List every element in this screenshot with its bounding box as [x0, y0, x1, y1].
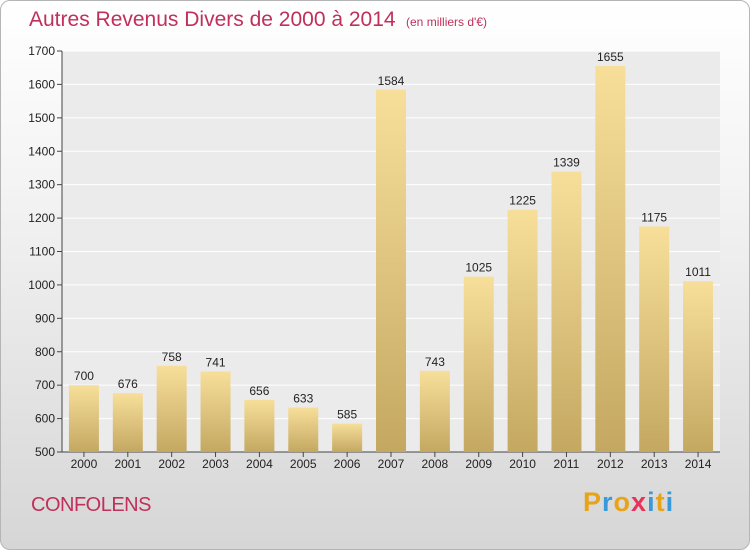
place-name: CONFOLENS	[31, 494, 151, 516]
bar-value-label: 676	[118, 377, 138, 391]
y-tick-label: 500	[35, 445, 55, 459]
logo-letter: r	[602, 487, 614, 517]
bar	[683, 281, 714, 452]
bar-value-label: 1339	[553, 156, 580, 170]
bar	[419, 370, 450, 452]
bar	[156, 365, 187, 452]
chart-title: Autres Revenus Divers de 2000 à 2014 (en…	[29, 8, 487, 32]
bar	[332, 423, 363, 452]
bar-value-label: 1584	[378, 74, 405, 88]
y-tick-label: 1700	[28, 44, 55, 58]
y-tick-label: 1500	[28, 111, 55, 125]
bar	[463, 276, 494, 452]
x-tick-label: 2000	[71, 457, 98, 471]
x-tick-label: 2004	[246, 457, 273, 471]
bar-value-label: 656	[249, 384, 269, 398]
y-tick-label: 1600	[28, 77, 55, 91]
bar	[200, 371, 231, 452]
logo-letter: P	[583, 487, 603, 517]
bar-value-label: 1655	[597, 50, 624, 64]
y-tick-label: 1300	[28, 178, 55, 192]
y-tick-label: 1200	[28, 211, 55, 225]
bar-value-label: 700	[74, 369, 94, 383]
bar	[639, 226, 670, 452]
x-tick-label: 2006	[334, 457, 361, 471]
bar-value-label: 741	[206, 355, 226, 369]
bar-value-label: 743	[425, 355, 445, 369]
bar	[551, 171, 582, 453]
logo-letter: i	[647, 487, 656, 517]
bar	[376, 89, 406, 452]
y-tick-label: 700	[35, 378, 55, 392]
bar	[68, 385, 99, 452]
bar	[112, 393, 143, 452]
chart-title-main: Autres Revenus Divers de 2000 à 2014	[29, 8, 396, 31]
x-tick-label: 2009	[465, 457, 492, 471]
y-tick-label: 1100	[29, 245, 55, 259]
proxiti-logo: Proxiti	[583, 487, 674, 518]
y-tick-label: 600	[35, 412, 55, 426]
bar	[244, 399, 275, 452]
bar-value-label: 1011	[685, 265, 711, 279]
y-tick-label: 900	[35, 311, 55, 325]
x-tick-label: 2003	[202, 457, 229, 471]
x-tick-label: 2013	[641, 457, 668, 471]
logo-letter: i	[665, 487, 675, 517]
x-tick-label: 2007	[378, 457, 405, 471]
x-tick-label: 2014	[685, 457, 712, 471]
x-tick-label: 2002	[158, 457, 185, 471]
bar	[288, 407, 319, 452]
logo-letter: t	[655, 487, 666, 517]
chart-title-unit: (en milliers d'€)	[406, 15, 487, 29]
bar-value-label: 585	[337, 408, 357, 422]
x-tick-label: 2012	[597, 457, 624, 471]
bar	[507, 209, 538, 452]
bar-value-label: 1225	[509, 194, 536, 208]
y-tick-label: 1400	[28, 144, 55, 158]
logo-letter: x	[631, 487, 648, 517]
x-tick-label: 2011	[554, 457, 580, 471]
y-tick-label: 1000	[28, 278, 55, 292]
bar-value-label: 1025	[465, 261, 492, 275]
bar-value-label: 758	[162, 350, 182, 364]
bar-value-label: 1175	[641, 210, 667, 224]
x-tick-label: 2001	[114, 457, 141, 471]
bar	[595, 66, 626, 452]
x-tick-label: 2005	[290, 457, 317, 471]
logo-letter: o	[613, 487, 632, 517]
bar-value-label: 633	[293, 392, 313, 406]
y-tick-label: 800	[35, 345, 55, 359]
x-tick-label: 2010	[509, 457, 536, 471]
x-tick-label: 2008	[422, 457, 449, 471]
